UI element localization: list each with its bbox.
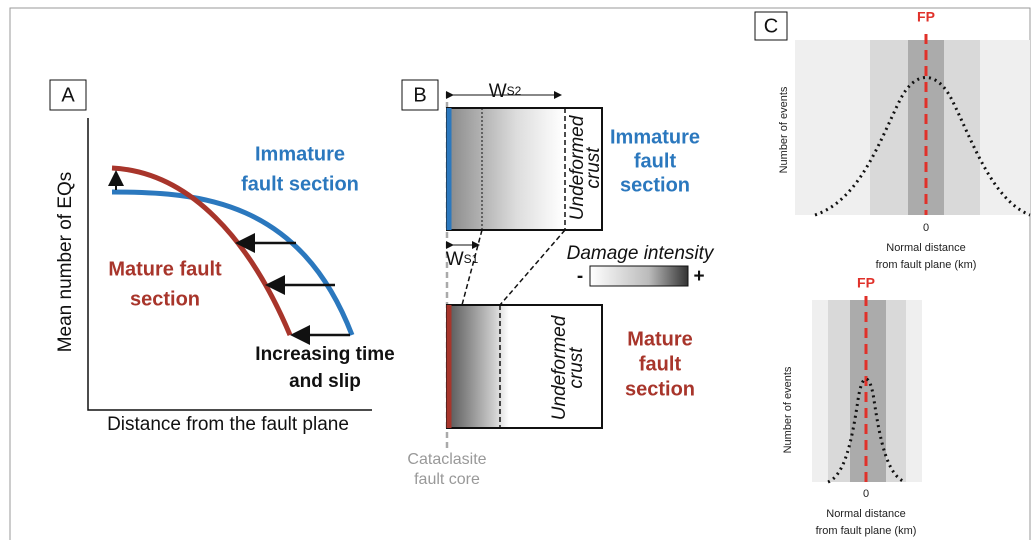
label: fault bbox=[639, 353, 682, 375]
label: crust bbox=[583, 147, 604, 189]
label: Cataclasite bbox=[407, 451, 486, 468]
label: Undeformed bbox=[549, 314, 570, 420]
tick-label: 0 bbox=[923, 222, 929, 234]
y-axis-label: Mean number of EQs bbox=[55, 172, 76, 353]
label: crust bbox=[566, 347, 587, 389]
gradient-bar bbox=[589, 265, 689, 287]
fp-label: FP bbox=[917, 9, 935, 25]
label: section bbox=[620, 174, 690, 196]
panel-c: C FP Number of events 0 Normal distance … bbox=[754, 9, 1031, 537]
label-box bbox=[49, 79, 87, 111]
immature-zone bbox=[446, 107, 603, 231]
connector bbox=[461, 229, 566, 306]
sub: S1 bbox=[464, 252, 479, 266]
label-box bbox=[401, 79, 439, 111]
label: fault bbox=[634, 150, 677, 172]
label: Undeformed bbox=[567, 114, 588, 220]
label: + bbox=[693, 266, 704, 287]
x-axis-label: from fault plane (km) bbox=[876, 259, 977, 271]
x-axis-label: Normal distance bbox=[826, 508, 905, 520]
band bbox=[850, 300, 886, 482]
y-axis-label: Number of events bbox=[782, 366, 794, 453]
frame bbox=[9, 7, 1031, 540]
label: and slip bbox=[289, 371, 361, 392]
panel-a: A Mean number of EQs Distance from the f… bbox=[49, 79, 395, 435]
distribution bbox=[827, 377, 906, 484]
x-axis-label: Distance from the fault plane bbox=[107, 414, 349, 435]
y-axis-label: Number of events bbox=[778, 86, 790, 173]
label: Increasing time bbox=[255, 344, 394, 365]
distribution bbox=[814, 76, 1031, 217]
mature-curve bbox=[111, 165, 293, 336]
panel-label: C bbox=[764, 15, 778, 37]
label: section bbox=[625, 378, 695, 400]
x-axis-label: Normal distance bbox=[886, 242, 965, 254]
sub: S2 bbox=[507, 84, 522, 98]
label: fault section bbox=[241, 173, 359, 195]
ws1: WS1 bbox=[446, 249, 479, 270]
panel-label: A bbox=[61, 84, 75, 106]
label: Immature bbox=[610, 126, 700, 148]
label: Damage intensity bbox=[567, 243, 715, 264]
tick-label: 0 bbox=[863, 488, 869, 500]
label: section bbox=[130, 288, 200, 310]
panel-label: B bbox=[413, 84, 426, 106]
label: Mature bbox=[627, 328, 693, 350]
ws2: WS2 bbox=[489, 81, 522, 102]
fp-label: FP bbox=[857, 275, 875, 291]
axes bbox=[87, 118, 372, 411]
label: fault core bbox=[414, 471, 480, 488]
label: Mature fault bbox=[108, 258, 222, 280]
label: Immature bbox=[255, 143, 345, 165]
label-box bbox=[754, 11, 788, 41]
w: W bbox=[446, 249, 464, 270]
panel-b: B WS2 Undeformed crust WS1 Undeformed cr… bbox=[401, 79, 715, 488]
w: W bbox=[489, 81, 507, 102]
label: - bbox=[577, 266, 583, 287]
x-axis-label: from fault plane (km) bbox=[816, 525, 917, 537]
immature-curve bbox=[111, 189, 355, 336]
